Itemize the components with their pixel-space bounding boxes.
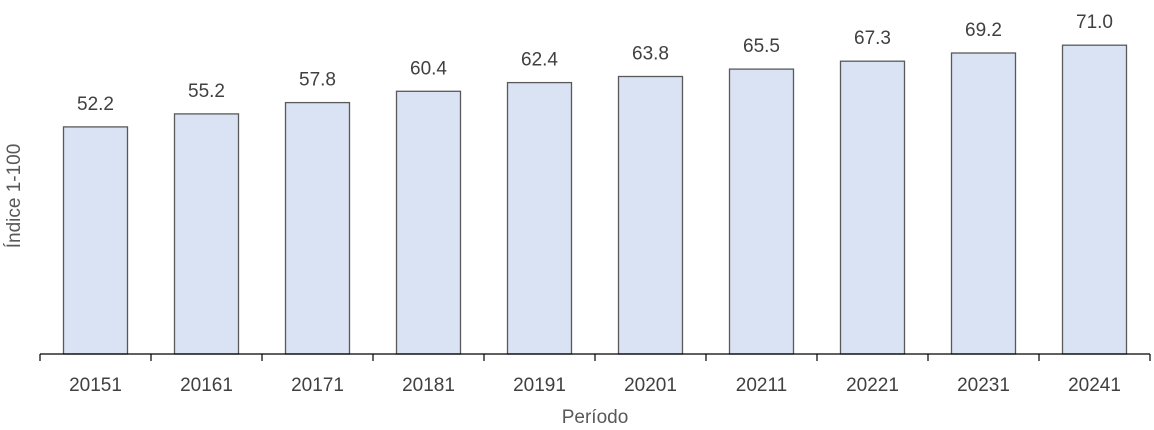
x-tick-label-20221: 20221 [846,375,899,396]
data-label-20211: 65.5 [743,36,780,57]
bar-20211 [728,68,795,355]
data-label-20191: 62.4 [521,50,558,71]
data-label-20241: 71.0 [1076,12,1113,33]
bar-20221 [839,60,906,355]
bar-20241 [1061,44,1128,355]
data-label-20161: 55.2 [188,81,225,102]
data-label-20181: 60.4 [410,58,447,79]
bar-20191 [506,81,573,355]
x-tick-label-20181: 20181 [402,375,455,396]
data-labels-layer: 52.2 55.2 57.8 60.4 62.4 63.8 65.5 67.3 69.2 71.0 [77,12,1113,115]
x-tick-label-20161: 20161 [180,375,233,396]
x-tick-label-20231: 20231 [957,375,1010,396]
bar-20201 [617,75,684,355]
data-label-20221: 67.3 [854,28,891,49]
bar-20171 [284,101,351,355]
data-label-20151: 52.2 [77,94,114,115]
bar-20161 [173,113,240,355]
bars-layer [62,44,1128,355]
data-label-20201: 63.8 [632,44,669,65]
x-tick-label-20171: 20171 [291,375,344,396]
x-tick-label-20151: 20151 [69,375,122,396]
x-tick-label-20191: 20191 [513,375,566,396]
x-axis-title: Período [562,407,629,428]
bar-20151 [62,126,129,355]
x-axis-ticks: 20151 20161 20171 20181 20191 20201 20211 20221… [39,354,1151,396]
bar-20181 [395,90,462,355]
x-tick-label-20201: 20201 [624,375,677,396]
data-label-20171: 57.8 [299,70,336,91]
x-tick-label-20241: 20241 [1068,375,1121,396]
x-tick-label-20211: 20211 [736,375,787,396]
data-label-20231: 69.2 [965,20,1002,41]
bar-20231 [950,52,1017,355]
y-axis-title: Índice 1-100 [4,144,25,249]
